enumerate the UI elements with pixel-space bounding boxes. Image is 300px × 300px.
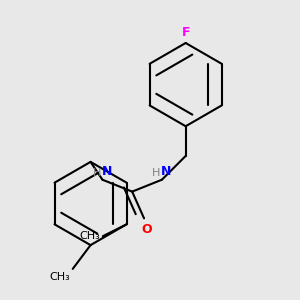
Text: O: O xyxy=(142,223,152,236)
Text: CH₃: CH₃ xyxy=(49,272,70,282)
Text: H: H xyxy=(152,168,160,178)
Text: N: N xyxy=(102,165,112,178)
Text: H: H xyxy=(93,168,101,178)
Text: CH₃: CH₃ xyxy=(79,231,100,241)
Text: N: N xyxy=(161,165,172,178)
Text: F: F xyxy=(182,26,190,38)
